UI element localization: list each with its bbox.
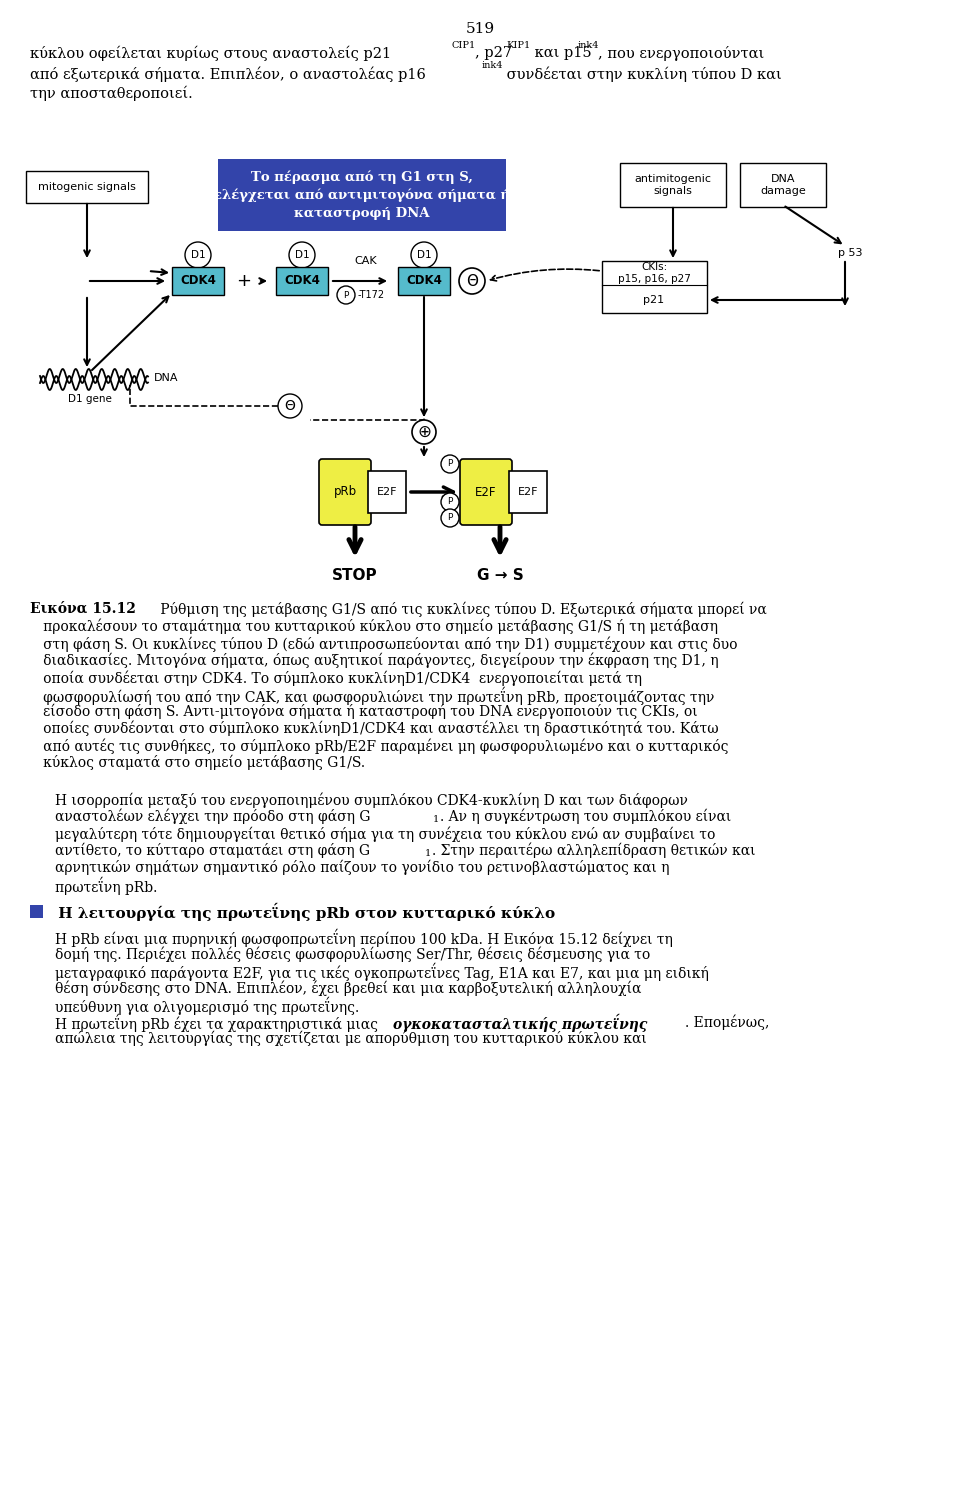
FancyBboxPatch shape (172, 268, 224, 295)
Text: E2F: E2F (475, 485, 496, 499)
Text: P: P (344, 290, 348, 299)
Text: p 53: p 53 (838, 248, 862, 259)
Text: είσοδο στη φάση S. Αντι-μιτογόνα σήματα ή καταστροφή του DNA ενεργοποιούν τις CK: είσοδο στη φάση S. Αντι-μιτογόνα σήματα … (30, 703, 698, 720)
Text: θέση σύνδεσης στο DNA. Επιπλέον, έχει βρεθεί και μια καρβοξυτελική αλληλουχία: θέση σύνδεσης στο DNA. Επιπλέον, έχει βρ… (55, 980, 641, 995)
Text: CIP1: CIP1 (452, 41, 476, 50)
Text: από αυτές τις συνθήκες, το σύμπλοκο pRb/E2F παραμένει μη φωσφορυλιωμένο και ο κυ: από αυτές τις συνθήκες, το σύμπλοκο pRb/… (30, 738, 729, 753)
Text: . Επομένως,: . Επομένως, (685, 1015, 769, 1030)
Text: οποίες συνδέονται στο σύμπλοκο κυκλίνηD1/CDK4 και αναστέλλει τη δραστικότητά του: οποίες συνδέονται στο σύμπλοκο κυκλίνηD1… (30, 721, 719, 736)
Text: pRb: pRb (333, 485, 356, 499)
Text: υπεύθυνη για ολιγομερισμό της πρωτεΐνης.: υπεύθυνη για ολιγομερισμό της πρωτεΐνης. (55, 996, 359, 1015)
Text: Θ: Θ (284, 398, 296, 413)
Circle shape (441, 455, 459, 473)
FancyBboxPatch shape (460, 458, 512, 525)
Text: DNA: DNA (154, 373, 179, 383)
Text: πρωτεΐνη pRb.: πρωτεΐνη pRb. (55, 876, 157, 896)
Text: antimitogenic
signals: antimitogenic signals (635, 174, 711, 195)
Text: την αποσταθεροποιεί.: την αποσταθεροποιεί. (30, 86, 193, 101)
Circle shape (459, 268, 485, 295)
Text: δομή της. Περιέχει πολλές θέσεις φωσφορυλίωσης Ser/Thr, θέσεις δέσμευσης για το: δομή της. Περιέχει πολλές θέσεις φωσφορυ… (55, 945, 650, 962)
Text: διαδικασίες. Μιτογόνα σήματα, όπως αυξητικοί παράγοντες, διεγείρουν την έκφραση : διαδικασίες. Μιτογόνα σήματα, όπως αυξητ… (30, 652, 719, 669)
Text: στη φάση S. Οι κυκλίνες τύπου D (εδώ αντιπροσωπεύονται από την D1) συμμετέχουν κ: στη φάση S. Οι κυκλίνες τύπου D (εδώ αντ… (30, 636, 737, 651)
Text: CDK4: CDK4 (180, 275, 216, 287)
FancyBboxPatch shape (26, 171, 148, 203)
Text: Η λειτουργία της πρωτεΐνης pRb στον κυτταρικό κύκλο: Η λειτουργία της πρωτεΐνης pRb στον κυττ… (53, 903, 555, 921)
Text: E2F: E2F (376, 487, 397, 497)
Circle shape (278, 394, 302, 418)
Text: και p15: και p15 (530, 47, 591, 60)
FancyBboxPatch shape (509, 470, 547, 513)
FancyBboxPatch shape (602, 262, 707, 313)
Text: . Στην περαιτέρω αλληλεπίδραση θετικών και: . Στην περαιτέρω αλληλεπίδραση θετικών κ… (432, 843, 756, 858)
Text: P: P (447, 460, 453, 469)
Text: κύκλου οφείλεται κυρίως στους αναστολείς p21: κύκλου οφείλεται κυρίως στους αναστολείς… (30, 47, 391, 62)
Text: ink4: ink4 (482, 62, 503, 71)
Text: ink4: ink4 (578, 41, 599, 50)
Text: Η pRb είναι μια πυρηνική φωσφοπρωτεΐνη περίπου 100 kDa. Η Εικόνα 15.12 δείχνει τ: Η pRb είναι μια πυρηνική φωσφοπρωτεΐνη π… (55, 929, 673, 947)
Text: 1: 1 (433, 815, 440, 824)
FancyBboxPatch shape (620, 162, 726, 207)
FancyBboxPatch shape (368, 470, 406, 513)
Circle shape (441, 510, 459, 528)
Text: Ρύθμιση της μετάβασης G1/S από τις κυκλίνες τύπου D. Εξωτερικά σήματα μπορεί να: Ρύθμιση της μετάβασης G1/S από τις κυκλί… (156, 603, 767, 618)
Circle shape (411, 242, 437, 268)
FancyBboxPatch shape (30, 905, 43, 918)
Text: CDK4: CDK4 (284, 275, 320, 287)
Text: G → S: G → S (476, 568, 523, 583)
Text: συνδέεται στην κυκλίνη τύπου D και: συνδέεται στην κυκλίνη τύπου D και (502, 66, 781, 81)
Text: απώλεια της λειτουργίας της σχετίζεται με απορύθμιση του κυτταρικού κύκλου και: απώλεια της λειτουργίας της σχετίζεται μ… (55, 1031, 647, 1046)
FancyBboxPatch shape (740, 162, 826, 207)
Text: , p27: , p27 (475, 47, 512, 60)
Text: DNA
damage: DNA damage (760, 174, 805, 195)
Text: -T172: -T172 (358, 290, 385, 301)
Text: P: P (447, 497, 453, 507)
Text: mitogenic signals: mitogenic signals (38, 182, 136, 192)
Circle shape (441, 493, 459, 511)
Text: p21: p21 (643, 295, 664, 305)
Text: αντίθετο, το κύτταρο σταματάει στη φάση G: αντίθετο, το κύτταρο σταματάει στη φάση … (55, 843, 371, 858)
Text: D1: D1 (191, 249, 205, 260)
Text: , που ενεργοποιούνται: , που ενεργοποιούνται (598, 47, 764, 62)
Circle shape (337, 286, 355, 304)
Text: CAK: CAK (354, 256, 377, 266)
Text: αρνητικών σημάτων σημαντικό ρόλο παίζουν το γονίδιο του ρετινοβλαστώματος και η: αρνητικών σημάτων σημαντικό ρόλο παίζουν… (55, 860, 669, 875)
Circle shape (412, 419, 436, 443)
Text: από εξωτερικά σήματα. Επιπλέον, ο αναστολέας p16: από εξωτερικά σήματα. Επιπλέον, ο αναστο… (30, 66, 426, 81)
Text: Θ: Θ (466, 274, 478, 289)
Text: οποία συνδέεται στην CDK4. Το σύμπλοκο κυκλίνηD1/CDK4  ενεργοποιείται μετά τη: οποία συνδέεται στην CDK4. Το σύμπλοκο κ… (30, 670, 642, 685)
Text: E2F: E2F (517, 487, 539, 497)
FancyBboxPatch shape (398, 268, 450, 295)
Text: . Αν η συγκέντρωση του συμπλόκου είναι: . Αν η συγκέντρωση του συμπλόκου είναι (440, 809, 732, 825)
Text: Η πρωτεΐνη pRb έχει τα χαρακτηριστικά μιας: Η πρωτεΐνη pRb έχει τα χαρακτηριστικά μι… (55, 1015, 382, 1033)
Text: P: P (447, 514, 453, 523)
Text: KIP1: KIP1 (506, 41, 530, 50)
FancyBboxPatch shape (276, 268, 328, 295)
Text: 1: 1 (425, 849, 431, 858)
Text: αναστολέων ελέγχει την πρόοδο στη φάση G: αναστολέων ελέγχει την πρόοδο στη φάση G (55, 809, 371, 825)
Text: +: + (236, 272, 252, 290)
FancyBboxPatch shape (218, 159, 506, 231)
Text: Η ισορροπία μεταξύ του ενεργοποιημένου συμπλόκου CDK4-κυκλίνη D και των διάφορων: Η ισορροπία μεταξύ του ενεργοποιημένου σ… (55, 792, 688, 807)
Text: μεγαλύτερη τότε δημιουργείται θετικό σήμα για τη συνέχεια του κύκλου ενώ αν συμβ: μεγαλύτερη τότε δημιουργείται θετικό σήμ… (55, 827, 715, 842)
Text: CKIs:
p15, p16, p27: CKIs: p15, p16, p27 (617, 262, 690, 284)
Text: D1: D1 (417, 249, 431, 260)
Text: κύκλος σταματά στο σημείο μετάβασης G1/S.: κύκλος σταματά στο σημείο μετάβασης G1/S… (30, 755, 365, 770)
Text: STOP: STOP (332, 568, 378, 583)
Text: CDK4: CDK4 (406, 275, 442, 287)
Circle shape (289, 242, 315, 268)
Circle shape (185, 242, 211, 268)
Text: ογκοκατασταλτικής πρωτεΐνης: ογκοκατασταλτικής πρωτεΐνης (393, 1015, 647, 1033)
Text: φωσφορυλίωσή του από την CAK, και φωσφορυλιώνει την πρωτεΐνη pRb, προετοιμάζοντα: φωσφορυλίωσή του από την CAK, και φωσφορ… (30, 687, 714, 705)
Text: μεταγραφικό παράγοντα E2F, για τις ικές ογκοπρωτεΐνες Tag, E1A και E7, και μια μ: μεταγραφικό παράγοντα E2F, για τις ικές … (55, 963, 708, 981)
FancyBboxPatch shape (319, 458, 371, 525)
Text: προκαλέσουν το σταμάτημα του κυτταρικού κύκλου στο σημείο μετάβασης G1/S ή τη με: προκαλέσουν το σταμάτημα του κυτταρικού … (30, 619, 718, 634)
Text: 519: 519 (466, 23, 494, 36)
Text: Το πέρασμα από τη G1 στη S,
ελέγχεται από αντιμιτογόνα σήματα ή
καταστροφή DNA: Το πέρασμα από τη G1 στη S, ελέγχεται απ… (214, 170, 510, 219)
Text: ⊕: ⊕ (417, 422, 431, 440)
Text: D1 gene: D1 gene (68, 394, 112, 404)
Text: Εικόνα 15.12: Εικόνα 15.12 (30, 603, 136, 616)
Text: D1: D1 (295, 249, 309, 260)
